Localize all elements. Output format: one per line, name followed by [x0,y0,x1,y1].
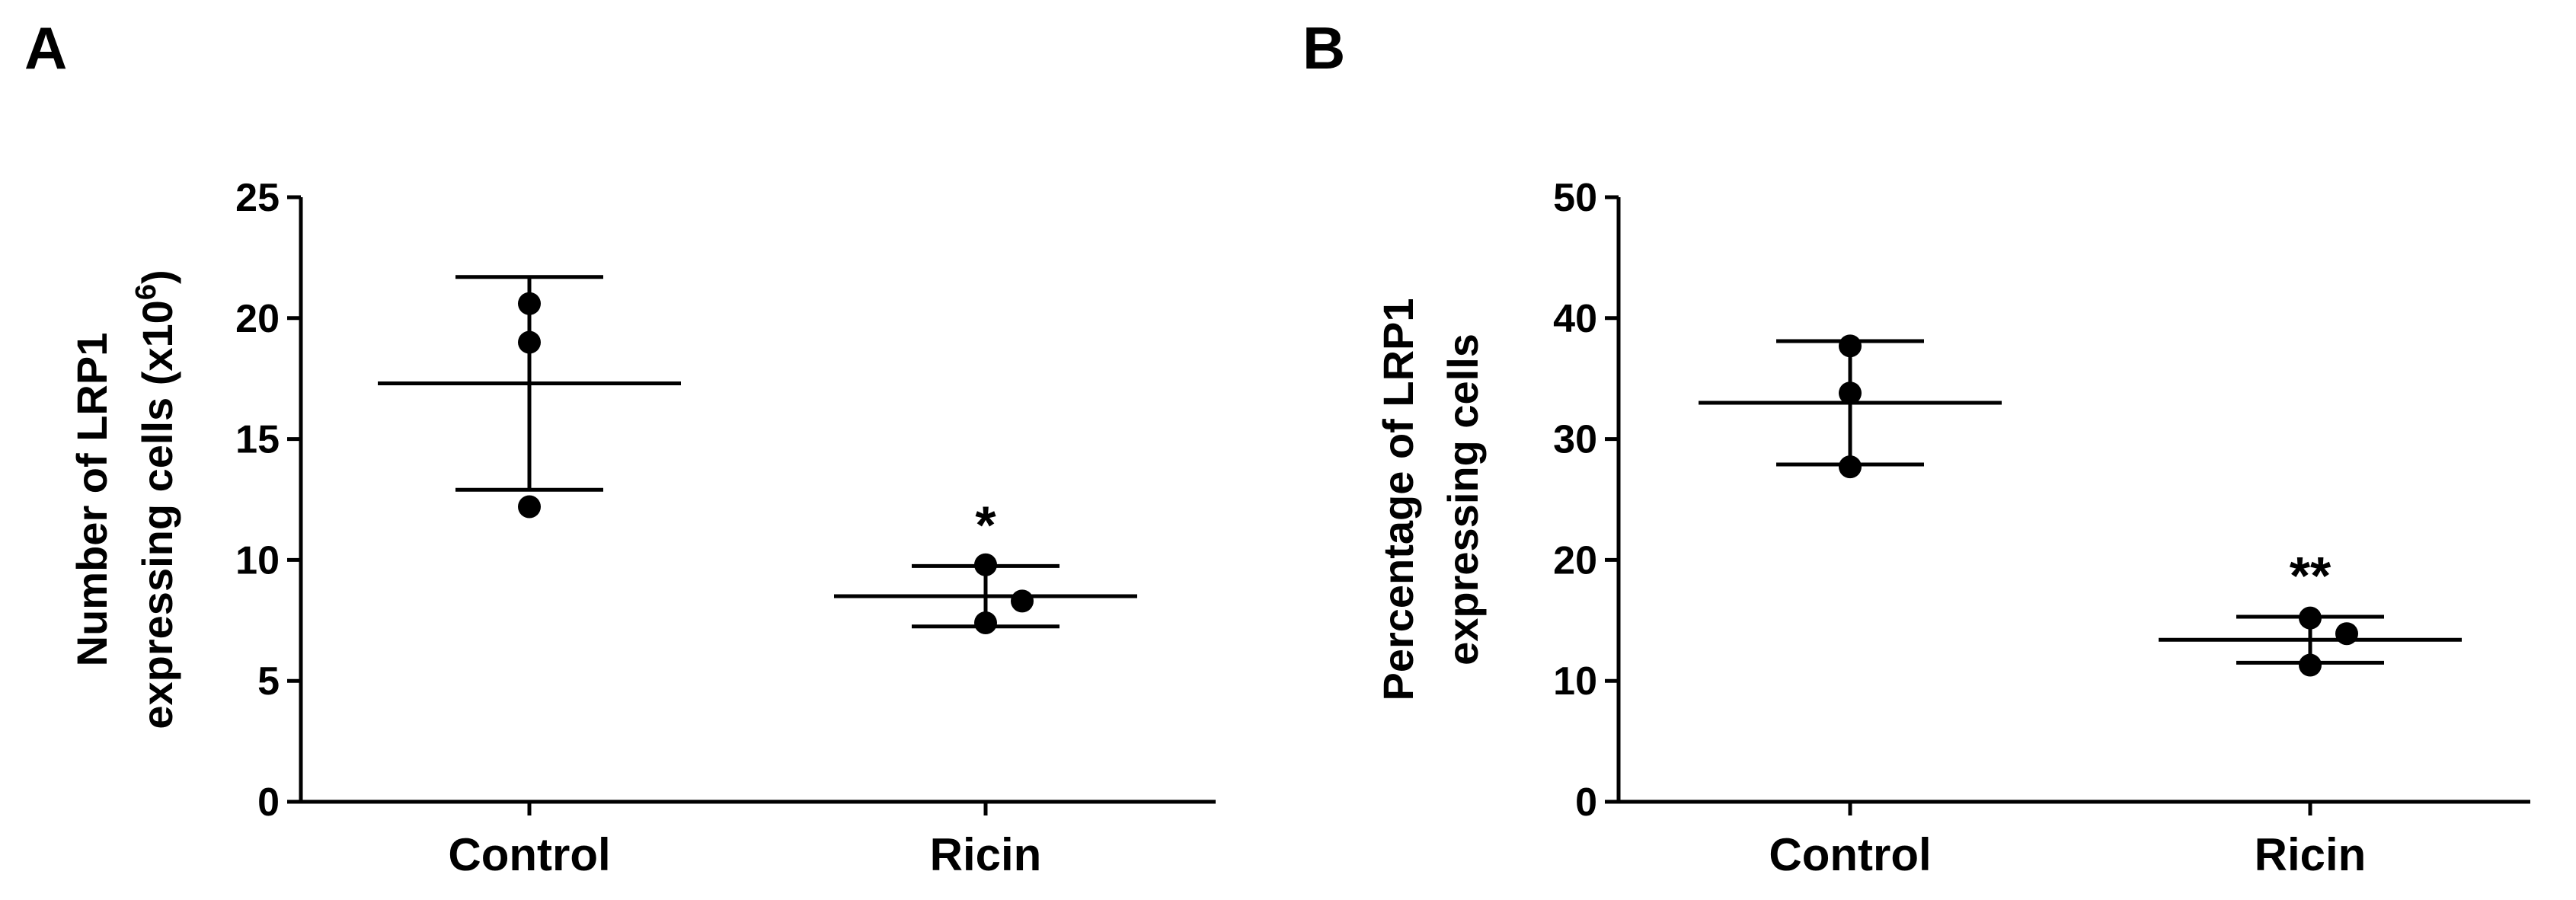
significance-label: * [975,495,996,554]
y-axis-label: expressing cells (x106) [130,270,181,729]
y-axis-label: Percentage of LRP1 [1374,298,1422,701]
y-tick-label: 0 [1575,780,1597,825]
data-point [1839,381,1862,405]
y-tick-label: 10 [1553,659,1597,704]
data-point [1839,334,1862,358]
y-tick-label: 40 [1553,297,1597,341]
data-point [1011,589,1034,613]
panel-letter: A [24,14,67,81]
y-tick-label: 20 [1553,538,1597,582]
significance-label: ** [2290,546,2332,605]
data-point [974,553,997,576]
data-point [518,495,541,519]
y-tick-label: 0 [257,780,280,825]
y-axis-label-line: Number of LRP1 [68,333,116,667]
data-point [1839,455,1862,479]
x-tick-label: Control [448,829,610,880]
data-point [2299,653,2322,677]
y-tick-label: 30 [1553,418,1597,462]
data-point [518,292,541,315]
data-point [974,611,997,634]
y-axis-label-end: ) [133,270,181,284]
y-tick-label: 50 [1553,176,1597,220]
y-tick-label: 25 [235,176,280,220]
data-point [2335,622,2358,646]
y-tick-label: 15 [235,418,280,462]
y-axis-label-line: expressing cells [1439,334,1487,665]
y-tick-label: 5 [257,659,280,704]
x-tick-label: Ricin [930,829,1042,880]
y-tick-label: 20 [235,297,280,341]
data-point [2299,606,2322,630]
y-axis-label: expressing cells [1439,334,1487,665]
y-tick-label: 10 [235,538,280,582]
y-axis-label-line: Percentage of LRP1 [1374,298,1422,701]
y-axis-label: Number of LRP1 [68,333,116,667]
y-axis-label-sup: 6 [130,284,162,300]
y-axis-label-line: expressing cells (x10 [133,300,181,729]
panel-letter: B [1302,14,1345,81]
x-tick-label: Ricin [2255,829,2367,880]
x-tick-label: Control [1769,829,1931,880]
data-point [518,330,541,354]
